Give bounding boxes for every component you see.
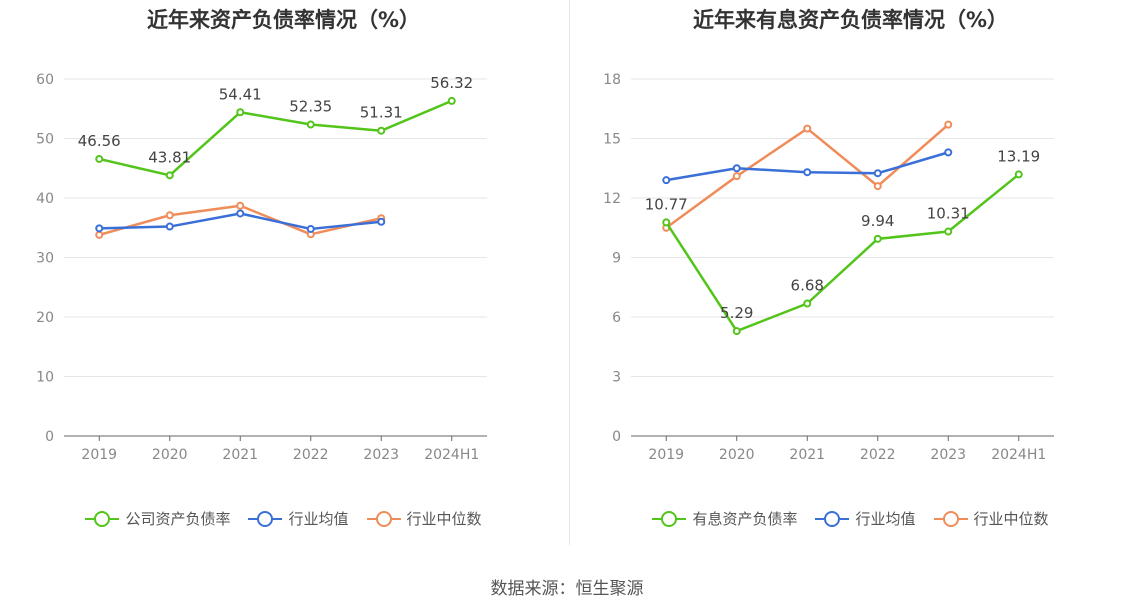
- data-point: [95, 154, 104, 163]
- data-point: [95, 224, 104, 233]
- legend-item[interactable]: 行业中位数: [366, 508, 482, 529]
- chart-title: 近年来有息资产负债率情况（%）: [692, 8, 1009, 32]
- data-point: [447, 96, 456, 105]
- data-point: [165, 171, 174, 180]
- legend-label: 有息资产负债率: [692, 510, 798, 528]
- legend-marker-icon: [933, 510, 968, 527]
- x-tick-label: 2020: [719, 447, 755, 463]
- data-point: [236, 108, 245, 117]
- data-point: [377, 126, 386, 135]
- data-point: [803, 299, 812, 308]
- data-point: [662, 218, 671, 227]
- legend-marker-icon: [815, 510, 850, 527]
- chart-left: 近年来资产负债率情况（%） 0 10 20 30 40 50 60 2019 2020 2021 2…: [0, 0, 567, 560]
- data-point: [306, 224, 315, 233]
- legend-item[interactable]: 有息资产负债率: [652, 508, 797, 529]
- legend-item[interactable]: 公司资产负债率: [85, 508, 230, 529]
- data-label: 51.31: [360, 104, 403, 122]
- legend-label: 行业均值: [855, 510, 916, 528]
- data-point: [662, 176, 671, 185]
- data-point: [165, 211, 174, 220]
- data-label: 52.35: [289, 98, 332, 116]
- chart-right: 近年来有息资产负债率情况（%） 0 3 6 9 12 15 18 2019 2020 2021 20…: [567, 0, 1134, 560]
- x-tick-label: 2022: [860, 447, 896, 463]
- x-tick-label: 2021: [789, 447, 825, 463]
- data-point: [944, 120, 953, 129]
- chart-legend: 公司资产负债率 行业均值 行业中位数: [0, 508, 567, 529]
- data-source-note: 数据来源：恒生聚源: [490, 579, 644, 599]
- series-line: [665, 173, 1020, 333]
- data-label: 54.41: [219, 85, 262, 103]
- legend-label: 行业中位数: [973, 510, 1049, 528]
- y-tick-label: 20: [36, 310, 54, 326]
- legend-label: 公司资产负债率: [125, 510, 231, 528]
- data-label: 5.29: [720, 304, 753, 322]
- data-point: [236, 209, 245, 218]
- y-tick-label: 0: [45, 429, 54, 445]
- data-point: [732, 164, 741, 173]
- x-tick-label: 2021: [222, 447, 258, 463]
- y-tick-label: 60: [36, 72, 54, 88]
- series-line: [98, 99, 453, 177]
- chart-legend: 有息资产负债率 行业均值 行业中位数: [567, 508, 1134, 529]
- data-point: [944, 148, 953, 157]
- legend-marker-icon: [652, 510, 687, 527]
- x-tick-label: 2019: [81, 447, 117, 463]
- data-point: [165, 222, 174, 231]
- chart-title: 近年来资产负债率情况（%）: [146, 8, 421, 32]
- data-label: 10.77: [645, 195, 688, 213]
- x-tick-label: 2024H1: [991, 447, 1046, 463]
- data-label: 43.81: [148, 148, 191, 166]
- y-tick-label: 18: [603, 72, 621, 88]
- data-label: 9.94: [861, 212, 894, 230]
- legend-label: 行业中位数: [406, 510, 482, 528]
- x-tick-label: 2023: [930, 447, 966, 463]
- y-tick-label: 6: [612, 310, 621, 326]
- data-label: 13.19: [997, 147, 1040, 165]
- legend-label: 行业均值: [288, 510, 349, 528]
- x-tick-label: 2020: [152, 447, 188, 463]
- data-label: 10.31: [927, 205, 970, 223]
- data-label: 46.56: [78, 132, 121, 150]
- y-tick-label: 9: [612, 251, 621, 267]
- data-point: [732, 172, 741, 181]
- y-tick-label: 10: [36, 370, 54, 386]
- data-label: 56.32: [430, 74, 473, 92]
- y-tick-label: 50: [36, 132, 54, 148]
- legend-marker-icon: [248, 510, 283, 527]
- data-point: [306, 120, 315, 129]
- y-tick-label: 12: [603, 191, 621, 207]
- data-point: [236, 201, 245, 210]
- data-point: [803, 168, 812, 177]
- y-tick-label: 15: [603, 132, 621, 148]
- x-tick-label: 2019: [648, 447, 684, 463]
- x-tick-label: 2022: [293, 447, 329, 463]
- legend-marker-icon: [85, 510, 120, 527]
- data-point: [732, 327, 741, 336]
- legend-item[interactable]: 行业中位数: [933, 508, 1049, 529]
- chart-plot: 0 10 20 30 40 50 60 2019 2020 2021 2022 2023 2024H1 4…: [36, 72, 487, 463]
- data-point: [803, 124, 812, 133]
- y-tick-label: 40: [36, 191, 54, 207]
- legend-item[interactable]: 行业均值: [815, 508, 916, 529]
- y-tick-label: 30: [36, 251, 54, 267]
- x-tick-label: 2023: [363, 447, 399, 463]
- data-point: [377, 217, 386, 226]
- data-point: [873, 182, 882, 191]
- legend-item[interactable]: 行业均值: [248, 508, 349, 529]
- x-tick-label: 2024H1: [424, 447, 479, 463]
- y-tick-label: 3: [612, 370, 621, 386]
- chart-plot: 0 3 6 9 12 15 18 2019 2020 2021 2022 2023 2024H1 10.7…: [603, 72, 1054, 463]
- data-label: 6.68: [791, 277, 824, 295]
- data-point: [944, 227, 953, 236]
- data-point: [873, 169, 882, 178]
- legend-marker-icon: [366, 510, 401, 527]
- data-point: [873, 234, 882, 243]
- data-point: [1014, 170, 1023, 179]
- data-point: [95, 230, 104, 239]
- panel-divider: [569, 0, 570, 545]
- y-tick-label: 0: [612, 429, 621, 445]
